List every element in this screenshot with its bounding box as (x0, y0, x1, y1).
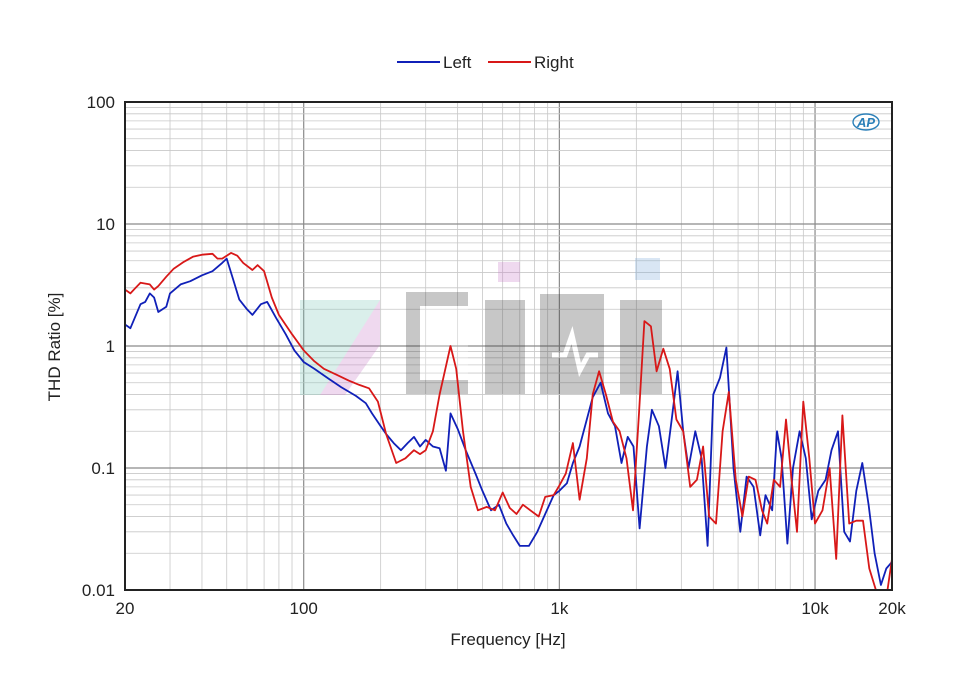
series-group (124, 251, 893, 591)
grid (124, 102, 893, 591)
x-tick-label: 100 (290, 599, 318, 618)
y-tick-label: 1 (106, 337, 115, 356)
watermark (300, 258, 662, 395)
y-axis-title: THD Ratio [%] (45, 293, 64, 402)
y-tick-label: 10 (96, 215, 115, 234)
x-tick-label: 1k (550, 599, 568, 618)
y-tick-label: 100 (87, 93, 115, 112)
x-tick-labels: 20 100 1k 10k 20k (116, 599, 907, 618)
legend-left-label: Left (443, 53, 472, 72)
x-tick-label: 20k (878, 599, 906, 618)
x-tick-label: 20 (116, 599, 135, 618)
y-tick-labels: 100 10 1 0.1 0.01 (82, 93, 115, 600)
series-line-left (124, 257, 893, 586)
series-line-right (124, 251, 893, 591)
plot-frame (124, 101, 893, 591)
legend: Left Right (397, 53, 574, 72)
ap-logo-text: AP (856, 115, 875, 130)
y-tick-label: 0.01 (82, 581, 115, 600)
x-tick-label: 10k (801, 599, 829, 618)
x-axis-title: Frequency [Hz] (450, 630, 565, 649)
ap-logo-ring (852, 113, 880, 131)
y-tick-label: 0.1 (91, 459, 115, 478)
legend-right-label: Right (534, 53, 574, 72)
ap-logo: AP (852, 113, 880, 131)
